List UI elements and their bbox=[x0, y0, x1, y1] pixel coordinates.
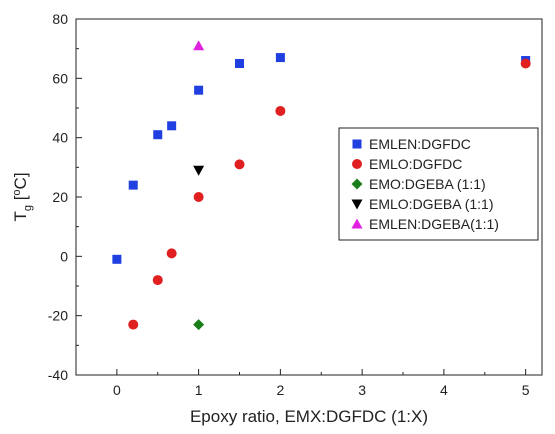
x-tick-label: 2 bbox=[276, 382, 284, 398]
data-point bbox=[520, 58, 531, 69]
data-point bbox=[193, 40, 205, 51]
y-tick-label: 40 bbox=[52, 130, 68, 146]
data-point bbox=[234, 159, 245, 170]
data-point bbox=[193, 319, 205, 331]
x-tick-label: 3 bbox=[358, 382, 366, 398]
data-point bbox=[112, 254, 122, 264]
y-tick-label: 0 bbox=[60, 248, 68, 264]
y-tick-label: 80 bbox=[52, 11, 68, 27]
legend-marker bbox=[352, 139, 362, 149]
data-point bbox=[275, 105, 286, 116]
data-point bbox=[193, 165, 205, 176]
x-tick-label: 5 bbox=[522, 382, 530, 398]
legend-label: EMO:DGEBA (1:1) bbox=[369, 176, 486, 192]
data-point bbox=[167, 121, 177, 131]
y-tick-label: -40 bbox=[48, 367, 68, 383]
data-point bbox=[128, 180, 138, 190]
legend-label: EMLEN:DGFDC bbox=[369, 136, 471, 152]
legend-marker bbox=[351, 178, 363, 190]
x-axis-label: Epoxy ratio, EMX:DGFDC (1:X) bbox=[190, 407, 428, 426]
legend-label: EMLO:DGFDC bbox=[369, 156, 462, 172]
data-markers bbox=[112, 40, 531, 331]
y-axis-label: Tg [oC] bbox=[11, 172, 34, 221]
legend: EMLEN:DGFDC EMLO:DGFDC EMO:DGEBA (1:1) EMLO… bbox=[338, 127, 539, 241]
data-point bbox=[153, 130, 163, 140]
legend-label: EMLEN:DGEBA(1:1) bbox=[369, 216, 499, 232]
axis-ticks: 0 1 2 3 4 5 -40 -20 0 20 40 60 80 bbox=[48, 11, 530, 398]
legend-label: EMLO:DGEBA (1:1) bbox=[369, 196, 493, 212]
x-tick-label: 4 bbox=[440, 382, 448, 398]
data-point bbox=[152, 275, 163, 286]
data-point bbox=[166, 248, 177, 259]
y-tick-label: 60 bbox=[52, 70, 68, 86]
data-point bbox=[194, 85, 204, 95]
legend-box bbox=[338, 127, 539, 241]
data-point bbox=[235, 59, 245, 68]
legend-marker bbox=[351, 218, 363, 229]
y-tick-label: 20 bbox=[52, 189, 68, 205]
data-point bbox=[275, 53, 285, 63]
data-point bbox=[128, 319, 139, 330]
x-tick-label: 0 bbox=[113, 382, 121, 398]
y-tick-label: -20 bbox=[48, 308, 68, 324]
x-tick-label: 1 bbox=[195, 382, 203, 398]
data-point bbox=[193, 192, 204, 202]
legend-marker bbox=[351, 199, 363, 210]
legend-marker bbox=[352, 159, 362, 169]
